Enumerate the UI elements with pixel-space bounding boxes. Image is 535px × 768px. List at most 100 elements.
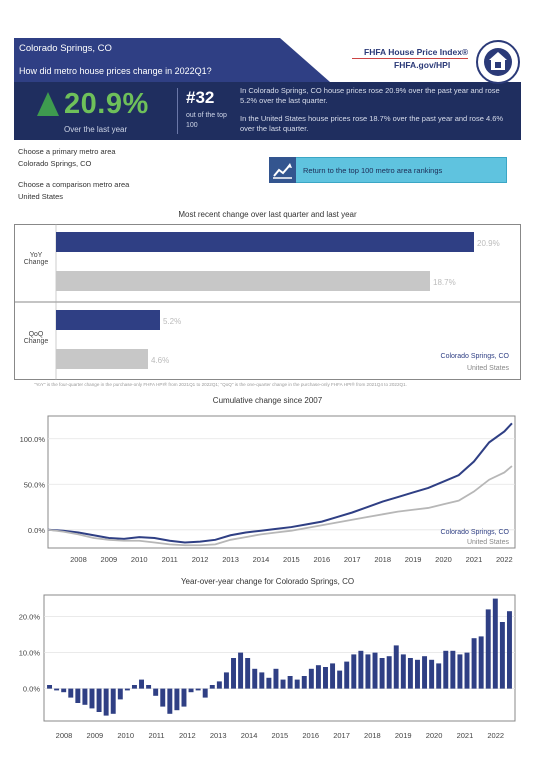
chart3-y-tick: 0.0% bbox=[23, 685, 40, 694]
chart2-x-tick: 2009 bbox=[101, 555, 118, 564]
header-banner-slant bbox=[280, 38, 330, 82]
chart2-x-tick: 2017 bbox=[344, 555, 361, 564]
chart2-legend-metro: Colorado Springs, CO bbox=[441, 529, 510, 536]
chart3-x-tick: 2022 bbox=[487, 731, 504, 740]
chart2-line-us bbox=[47, 465, 513, 547]
chart2-x-tick: 2020 bbox=[435, 555, 452, 564]
rank-number: #32 bbox=[186, 88, 215, 107]
chart3-bar bbox=[209, 685, 215, 689]
chart2-frame bbox=[47, 415, 516, 549]
chart3-bar bbox=[273, 668, 279, 689]
chart3-bar bbox=[160, 688, 166, 707]
chart3-bar bbox=[294, 679, 300, 689]
chart3-bar bbox=[372, 652, 378, 689]
chart1-bar-yoy-metro bbox=[56, 232, 474, 252]
chart1-label-qoq-us: 4.6% bbox=[151, 356, 169, 365]
chart3-bar bbox=[351, 654, 357, 689]
chart3-bar bbox=[478, 636, 484, 689]
fhfa-seal-icon bbox=[476, 40, 520, 84]
chart3-y-tick: 20.0% bbox=[19, 613, 41, 622]
chart3-frame bbox=[43, 594, 516, 722]
chart3-bar bbox=[443, 650, 449, 689]
chart3-bar bbox=[252, 668, 258, 689]
chart1-legend-us: United States bbox=[467, 365, 510, 372]
chart3-bar bbox=[365, 654, 371, 689]
chart1-row-label-qoq: QoQ Change bbox=[23, 331, 49, 345]
chart3-bar bbox=[429, 659, 435, 689]
chart3-bar bbox=[485, 609, 491, 689]
chart3-x-tick: 2015 bbox=[272, 731, 289, 740]
chart3-bar bbox=[308, 668, 314, 689]
chart2-x-tick: 2012 bbox=[192, 555, 209, 564]
yoy-big-number: 20.9% bbox=[64, 88, 149, 120]
chart1-label-yoy-us: 18.7% bbox=[433, 278, 456, 287]
brand-title: FHFA House Price Index® bbox=[364, 47, 469, 57]
chart3-bar bbox=[400, 654, 406, 689]
chart2-x-tick: 2022 bbox=[496, 555, 513, 564]
metro-title: Colorado Springs, CO bbox=[19, 43, 112, 54]
chart3-bar bbox=[259, 672, 265, 689]
chart2-legend-us: United States bbox=[467, 539, 510, 546]
chart3-bar bbox=[330, 663, 336, 689]
chart3-bar bbox=[61, 688, 67, 693]
comparison-metro-select[interactable]: United States bbox=[18, 192, 64, 201]
chart2-x-tick: 2008 bbox=[70, 555, 87, 564]
chart3-bar bbox=[407, 658, 413, 689]
chart2-x-tick: 2015 bbox=[283, 555, 300, 564]
chart1-legend-metro: Colorado Springs, CO bbox=[441, 353, 510, 360]
chart3-bar bbox=[124, 688, 130, 691]
chart2-x-tick: 2011 bbox=[162, 555, 178, 564]
primary-metro-select[interactable]: Colorado Springs, CO bbox=[18, 159, 92, 168]
brand-rule bbox=[352, 58, 468, 59]
chart3-bar bbox=[223, 672, 229, 689]
chart3-bar bbox=[450, 650, 456, 689]
return-rankings-button[interactable] bbox=[269, 157, 507, 183]
chart3-bar bbox=[358, 650, 364, 689]
chart1-bar-qoq-us bbox=[56, 349, 148, 369]
chart3-bar bbox=[386, 656, 392, 689]
chart2-x-tick: 2014 bbox=[253, 555, 270, 564]
chart2-svg: 100.0% 50.0% 0.0% 2008 2009 2010 2011 2012 2013 2… bbox=[20, 415, 516, 564]
chart3-bar bbox=[110, 688, 116, 714]
chart3-bar bbox=[167, 688, 173, 714]
chart3-x-tick: 2013 bbox=[210, 731, 227, 740]
chart2-line-metro bbox=[47, 422, 513, 544]
chart2-y-tick: 100.0% bbox=[20, 435, 46, 444]
chart3-bar bbox=[436, 663, 442, 689]
chart3-bar bbox=[139, 679, 144, 689]
chart3-x-tick: 2016 bbox=[302, 731, 319, 740]
chart3-bar bbox=[379, 658, 385, 689]
chart3-y-tick: 10.0% bbox=[19, 649, 41, 658]
chart3-x-tick: 2018 bbox=[364, 731, 381, 740]
chart3-x-tick: 2012 bbox=[179, 731, 196, 740]
divider bbox=[177, 88, 178, 134]
chart1-bar-yoy-us bbox=[56, 271, 430, 291]
chart2-y-tick: 50.0% bbox=[24, 480, 46, 489]
chart3-x-tick: 2017 bbox=[333, 731, 350, 740]
chart3-bar bbox=[82, 688, 88, 705]
chart3-title: Year-over-year change for Colorado Sprin… bbox=[180, 577, 355, 586]
return-rankings-label: Return to the top 100 metro area ranking… bbox=[303, 166, 443, 175]
up-arrow-icon bbox=[37, 92, 59, 116]
chart3-x-tick: 2020 bbox=[426, 731, 443, 740]
chart3-bar bbox=[68, 688, 74, 698]
chart3-x-tick: 2011 bbox=[148, 731, 164, 740]
chart2-x-tick: 2019 bbox=[405, 555, 422, 564]
chart3-bar bbox=[117, 688, 123, 700]
chart2-x-tick: 2016 bbox=[313, 555, 330, 564]
chart3-bar bbox=[287, 676, 293, 689]
rank-caption: out of the top 100 bbox=[186, 112, 227, 129]
chart3-bar bbox=[195, 688, 201, 691]
summary-us: In the United States house prices rose 1… bbox=[240, 114, 504, 133]
chart3-bar bbox=[280, 679, 286, 689]
chart3-bar bbox=[464, 652, 470, 689]
chart3-bar bbox=[492, 598, 498, 689]
chart3-bar bbox=[422, 656, 428, 689]
chart3-bar bbox=[231, 658, 236, 689]
chart3-bar bbox=[146, 685, 152, 689]
chart3-bar bbox=[131, 685, 137, 689]
chart3-bar bbox=[393, 645, 399, 689]
chart1-title: Most recent change over last quarter and… bbox=[178, 210, 357, 219]
brand-url[interactable]: FHFA.gov/HPI bbox=[394, 60, 451, 70]
chart3-x-tick: 2009 bbox=[86, 731, 103, 740]
